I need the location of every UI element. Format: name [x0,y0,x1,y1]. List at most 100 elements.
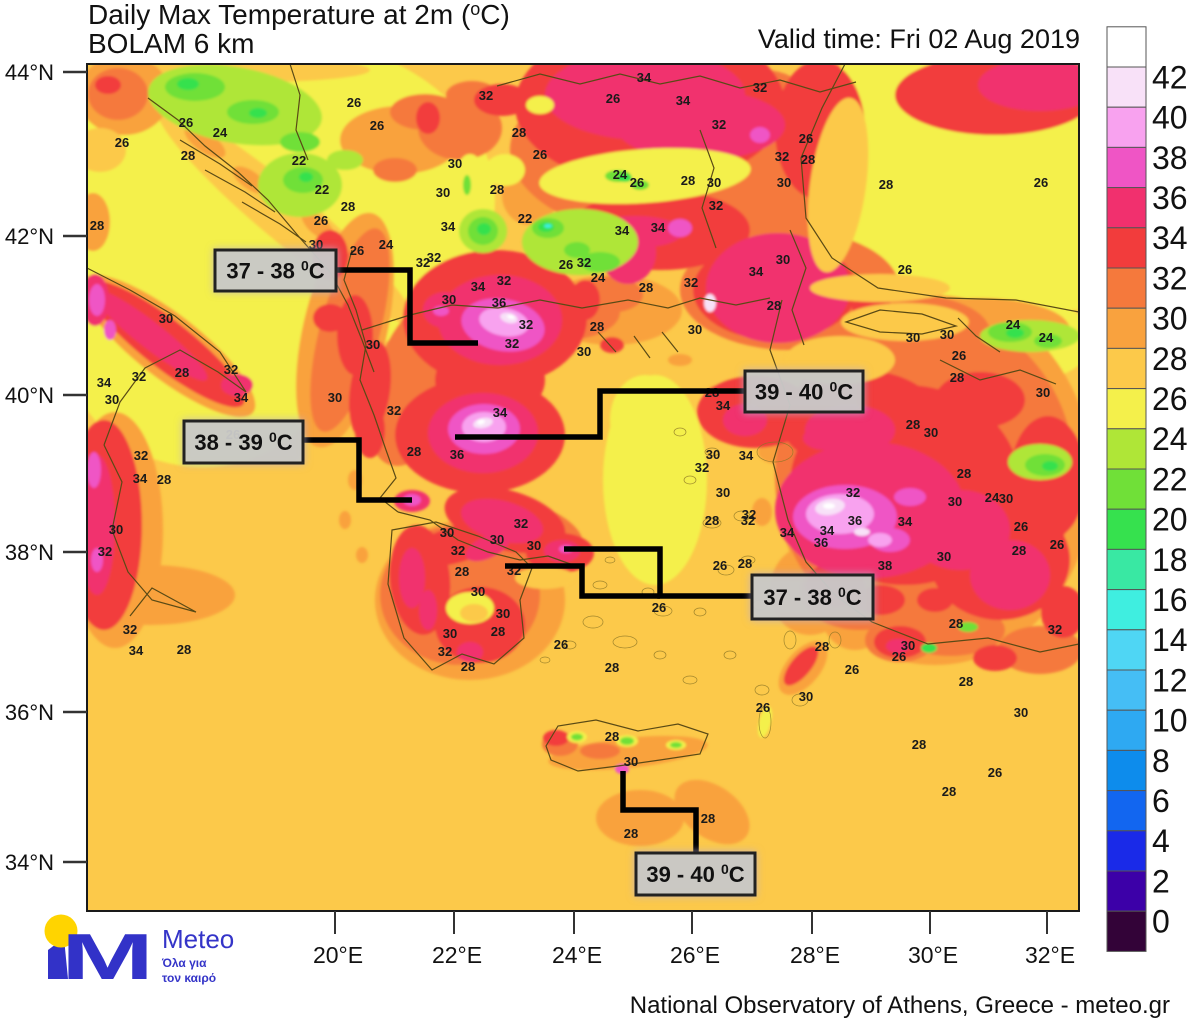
svg-text:28: 28 [1012,543,1026,558]
svg-text:30: 30 [496,606,510,621]
svg-text:28: 28 [341,199,355,214]
svg-text:24: 24 [1039,330,1054,345]
svg-text:10: 10 [1152,703,1188,739]
svg-text:24: 24 [213,125,228,140]
svg-text:32: 32 [712,117,726,132]
svg-text:28: 28 [957,466,971,481]
svg-text:32: 32 [695,460,709,475]
svg-text:34: 34 [651,220,666,235]
svg-text:30: 30 [443,626,457,641]
svg-text:24: 24 [379,237,394,252]
svg-text:30: 30 [901,638,915,653]
svg-text:40: 40 [1152,100,1188,136]
svg-text:28: 28 [906,417,920,432]
svg-text:30: 30 [309,237,323,252]
svg-text:28: 28 [175,365,189,380]
svg-text:26: 26 [533,147,547,162]
svg-text:36°N: 36°N [5,700,54,725]
svg-text:26: 26 [988,765,1002,780]
svg-text:20°E: 20°E [313,942,363,968]
svg-text:36: 36 [1152,180,1188,216]
svg-text:30: 30 [937,549,951,564]
svg-text:22: 22 [292,153,306,168]
svg-text:32: 32 [132,369,146,384]
svg-text:28: 28 [942,784,956,799]
svg-text:30: 30 [706,447,720,462]
svg-text:8: 8 [1152,743,1170,779]
svg-text:26: 26 [314,213,328,228]
svg-text:34: 34 [441,219,456,234]
svg-text:38 - 39 0C: 38 - 39 0C [194,429,292,455]
svg-text:30: 30 [688,322,702,337]
svg-text:34: 34 [97,375,112,390]
svg-text:30: 30 [777,175,791,190]
svg-text:38: 38 [878,558,892,573]
svg-text:36: 36 [814,535,828,550]
svg-text:26: 26 [370,118,384,133]
svg-text:22: 22 [518,211,532,226]
svg-text:28: 28 [949,616,963,631]
svg-text:30: 30 [109,522,123,537]
svg-text:32: 32 [1048,622,1062,637]
svg-text:Meteo: Meteo [162,924,234,954]
svg-text:22: 22 [315,182,329,197]
svg-text:28: 28 [624,826,638,841]
svg-text:28: 28 [455,564,469,579]
svg-text:32: 32 [709,198,723,213]
svg-text:34: 34 [493,405,508,420]
svg-text:32: 32 [451,543,465,558]
svg-text:30: 30 [924,425,938,440]
svg-text:6: 6 [1152,783,1170,819]
svg-text:Daily Max Temperature at 2m (o: Daily Max Temperature at 2m (oC) [88,0,510,30]
svg-text:20: 20 [1152,502,1188,538]
svg-text:39 - 40 0C: 39 - 40 0C [755,379,853,405]
svg-text:Όλα για: Όλα για [161,956,207,970]
svg-text:28: 28 [738,556,752,571]
svg-text:28: 28 [90,218,104,233]
svg-text:32: 32 [98,544,112,559]
svg-text:32: 32 [479,88,493,103]
svg-text:26: 26 [559,257,573,272]
svg-text:30: 30 [776,252,790,267]
svg-text:34: 34 [716,398,731,413]
svg-text:32: 32 [753,80,767,95]
svg-text:26: 26 [1050,537,1064,552]
svg-text:26: 26 [756,700,770,715]
svg-text:34°N: 34°N [5,850,54,875]
svg-text:30: 30 [1036,385,1050,400]
svg-text:30: 30 [799,689,813,704]
svg-text:24°E: 24°E [552,942,602,968]
svg-text:40°N: 40°N [5,383,54,408]
svg-text:τον καιρό: τον καιρό [162,971,216,985]
svg-text:32: 32 [514,516,528,531]
svg-text:36: 36 [450,447,464,462]
svg-text:28: 28 [639,280,653,295]
svg-text:32: 32 [742,507,756,522]
svg-text:26: 26 [799,131,813,146]
svg-text:32: 32 [684,275,698,290]
svg-text:24: 24 [1006,317,1021,332]
svg-text:28: 28 [407,444,421,459]
svg-text:30: 30 [948,494,962,509]
svg-text:32: 32 [519,317,533,332]
svg-text:30: 30 [328,390,342,405]
svg-text:32: 32 [134,448,148,463]
svg-text:28: 28 [461,659,475,674]
svg-text:30: 30 [716,485,730,500]
svg-text:34: 34 [133,471,148,486]
svg-text:Valid time: Fri 02 Aug 2019: Valid time: Fri 02 Aug 2019 [758,24,1080,54]
svg-text:28: 28 [815,639,829,654]
svg-text:30°E: 30°E [908,942,958,968]
svg-text:30: 30 [999,491,1013,506]
svg-text:30: 30 [440,525,454,540]
svg-text:28: 28 [1152,341,1188,377]
svg-text:30: 30 [577,344,591,359]
svg-text:30: 30 [1152,301,1188,337]
svg-text:26: 26 [892,649,906,664]
svg-text:39 - 40 0C: 39 - 40 0C [646,861,744,887]
svg-text:32: 32 [846,485,860,500]
svg-text:26: 26 [713,558,727,573]
svg-text:28°E: 28°E [790,942,840,968]
svg-text:36: 36 [492,295,506,310]
svg-text:32: 32 [1152,260,1188,296]
